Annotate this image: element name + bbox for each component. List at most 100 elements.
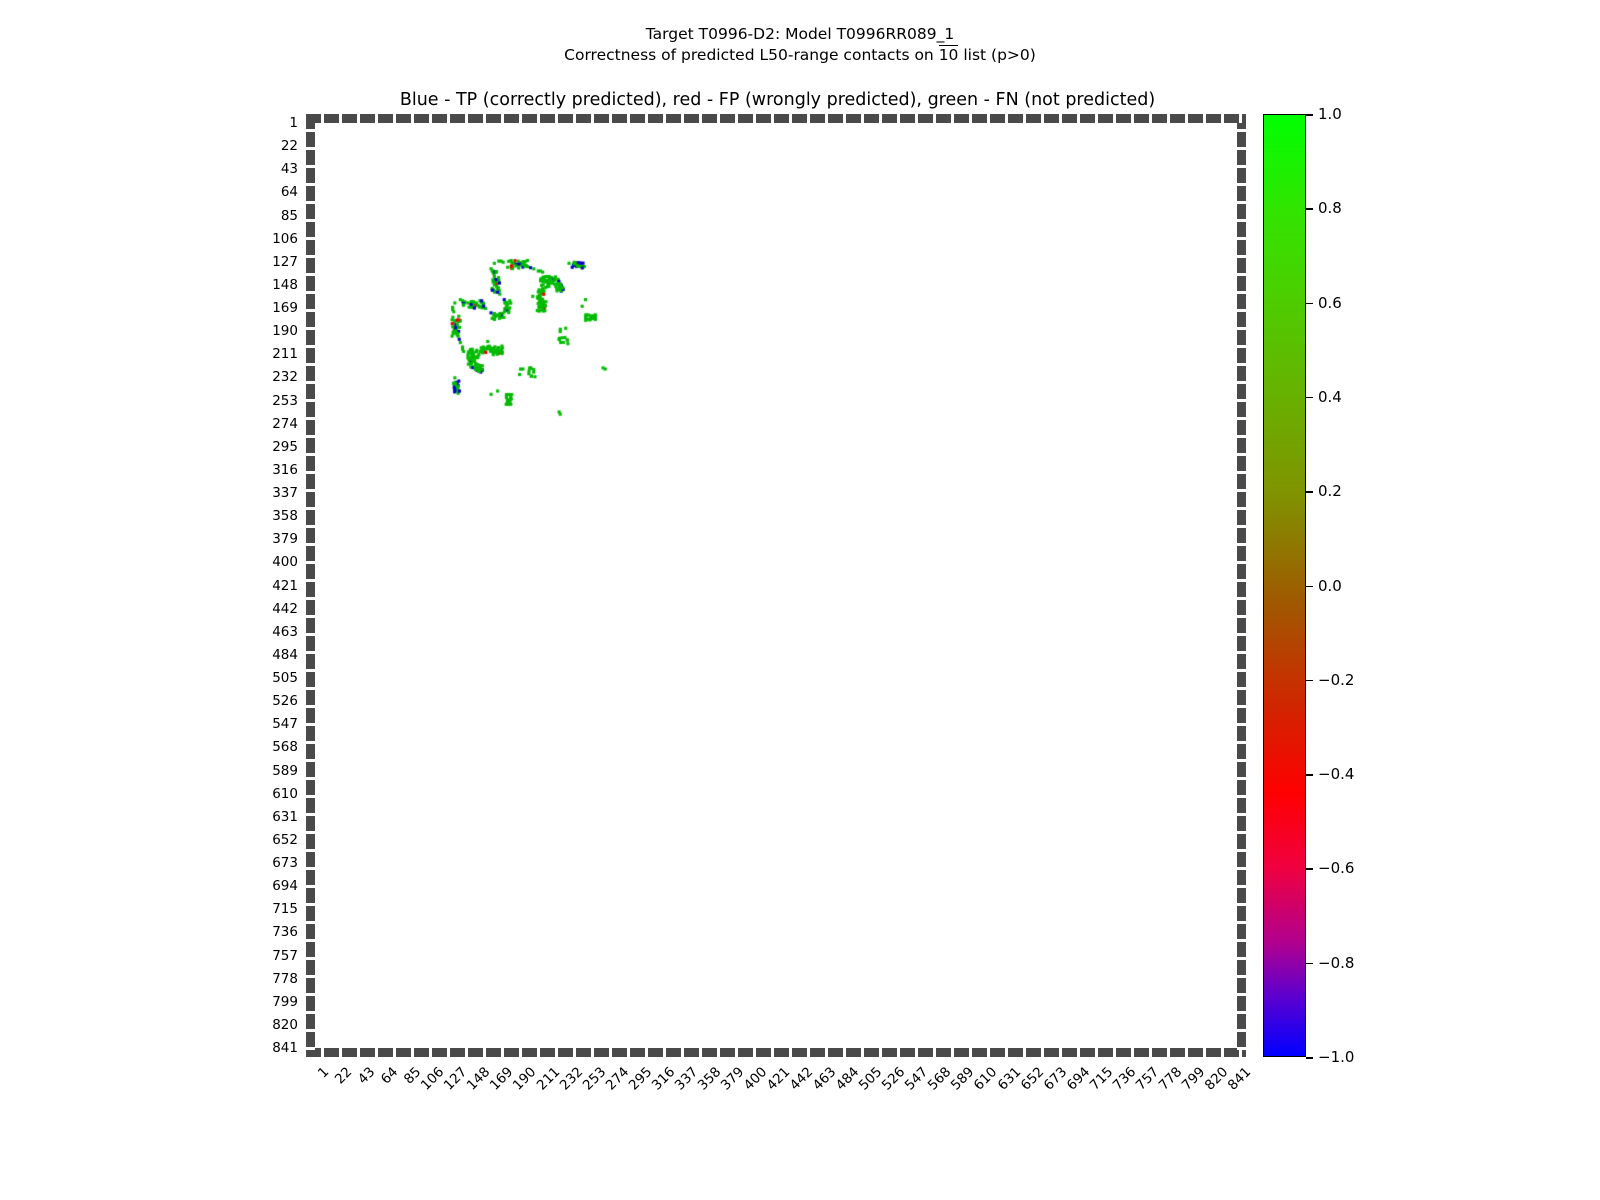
y-tick-label: 778 (272, 970, 298, 987)
colorbar-tick-label: −0.8 (1318, 953, 1355, 972)
x-tick-label: 736 (1109, 1064, 1140, 1094)
colorbar-tick-mark (1306, 868, 1313, 870)
y-tick-label: 799 (272, 993, 298, 1010)
colorbar[interactable] (1263, 114, 1306, 1057)
x-tick-label: 127 (441, 1064, 471, 1094)
contact-map-plot-area[interactable] (306, 114, 1246, 1057)
x-tick-label: 799 (1178, 1064, 1209, 1094)
y-tick-label: 127 (272, 253, 298, 270)
title-line-2-suffix: list (p>0) (958, 46, 1036, 64)
colorbar-tick-mark (1306, 208, 1313, 210)
y-tick-label: 274 (272, 415, 298, 432)
x-tick-label: 757 (1132, 1064, 1163, 1094)
y-tick-label: 106 (272, 230, 298, 247)
y-tick-label: 1 (289, 115, 298, 131)
colorbar-tick-mark (1306, 585, 1313, 587)
y-tick-label: 652 (272, 831, 298, 848)
x-tick-label: 505 (855, 1064, 886, 1094)
x-tick-label: 526 (879, 1064, 909, 1094)
y-tick-label: 232 (272, 369, 298, 386)
y-tick-label: 526 (272, 693, 298, 710)
title-line-2: Correctness of predicted L50-range conta… (0, 45, 1600, 66)
x-tick-label: 169 (487, 1064, 517, 1094)
y-tick-label: 568 (272, 739, 298, 756)
y-tick-label: 43 (280, 161, 298, 178)
title-line-2-prefix: Correctness of predicted L50-range conta… (564, 46, 939, 64)
x-tick-label: 568 (925, 1064, 955, 1094)
colorbar-tick-mark (1306, 962, 1313, 965)
y-tick-label: 421 (272, 577, 298, 594)
y-tick-label: 316 (272, 461, 298, 478)
x-tick-label: 400 (740, 1064, 771, 1094)
colorbar-tick-label: 0.8 (1318, 199, 1342, 218)
x-tick-label: 295 (625, 1064, 656, 1094)
y-tick-label: 463 (272, 623, 298, 640)
y-tick-label: 505 (272, 670, 298, 686)
y-tick-label: 715 (272, 901, 298, 918)
x-tick-label: 22 (331, 1064, 356, 1088)
y-tick-label: 400 (272, 554, 298, 571)
x-tick-label: 106 (418, 1064, 448, 1094)
x-tick-label: 190 (510, 1064, 540, 1094)
y-tick-label: 736 (272, 924, 298, 941)
y-tick-label: 22 (280, 138, 298, 155)
y-tick-label: 631 (272, 808, 298, 825)
colorbar-tick-mark (1306, 302, 1313, 305)
colorbar-tick-mark (1306, 491, 1313, 493)
contact-map-canvas[interactable] (315, 123, 1237, 1048)
x-tick-label: 715 (1086, 1064, 1117, 1094)
colorbar-tick-mark (1306, 774, 1313, 776)
x-tick-label: 484 (832, 1064, 863, 1094)
x-tick-label: 652 (1017, 1064, 1047, 1094)
colorbar-tick-label: −0.4 (1318, 765, 1355, 784)
x-tick-label: 694 (1063, 1064, 1093, 1094)
x-tick-label: 589 (948, 1064, 978, 1094)
y-tick-label: 253 (272, 392, 298, 409)
x-tick-label: 610 (971, 1064, 1001, 1094)
y-tick-label: 694 (272, 878, 298, 895)
x-tick-label: 274 (602, 1064, 632, 1094)
colorbar-tick-label: −1.0 (1318, 1048, 1355, 1066)
colorbar-tick-mark (1306, 114, 1313, 116)
y-tick-label: 148 (272, 276, 298, 293)
x-tick-label: 778 (1155, 1064, 1186, 1094)
y-tick-label: 295 (272, 438, 298, 455)
x-tick-label: 64 (377, 1064, 402, 1088)
y-tick-label: 841 (272, 1040, 298, 1056)
y-tick-label: 211 (272, 346, 298, 363)
colorbar-tick-label: 0.0 (1318, 576, 1342, 595)
x-tick-label: 232 (556, 1064, 586, 1094)
x-tick-label: 841 (1224, 1064, 1255, 1094)
x-tick-label: 148 (464, 1064, 494, 1094)
x-tick-label: 337 (671, 1064, 702, 1094)
x-tick-label: 43 (354, 1064, 379, 1088)
colorbar-tick-label: 1.0 (1318, 105, 1342, 123)
x-tick-label: 211 (533, 1064, 563, 1094)
chart-legend: Blue - TP (correctly predicted), red - F… (399, 90, 1156, 110)
y-tick-label: 379 (272, 531, 298, 548)
colorbar-tick-label: 0.4 (1318, 387, 1342, 406)
y-tick-label: 484 (272, 646, 298, 663)
y-tick-label: 169 (272, 300, 298, 316)
x-tick-label: 673 (1040, 1064, 1070, 1094)
colorbar-tick-label: 0.2 (1318, 482, 1342, 501)
colorbar-tick-label: −0.6 (1318, 859, 1355, 878)
y-tick-label: 358 (272, 508, 298, 525)
x-tick-label: 85 (401, 1064, 425, 1088)
x-tick-label: 442 (786, 1064, 817, 1094)
y-tick-label: 442 (272, 600, 298, 617)
y-tick-label: 64 (280, 184, 298, 201)
y-tick-label: 610 (272, 785, 298, 802)
x-tick-label: 820 (1201, 1064, 1232, 1094)
colorbar-tick-label: 0.6 (1318, 293, 1342, 312)
y-tick-label: 589 (272, 762, 298, 779)
y-tick-label: 820 (272, 1016, 298, 1033)
x-tick-label: 379 (717, 1064, 748, 1094)
x-tick-label: 358 (694, 1064, 725, 1094)
x-tick-label: 316 (648, 1064, 679, 1094)
colorbar-tick-label: −0.2 (1318, 670, 1355, 689)
x-tick-label: 631 (994, 1064, 1024, 1094)
chart-title-block: Target T0996-D2: Model T0996RR089_1 Corr… (0, 24, 1600, 66)
x-tick-label: 421 (763, 1064, 794, 1094)
colorbar-tick-mark (1306, 679, 1313, 682)
